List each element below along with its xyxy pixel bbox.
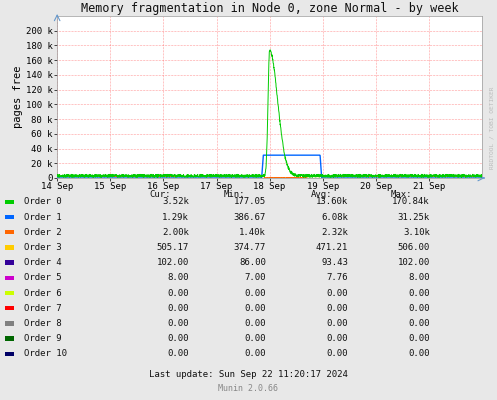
Text: 0.00: 0.00 [327, 304, 348, 313]
Text: 102.00: 102.00 [398, 258, 430, 267]
Text: Last update: Sun Sep 22 11:20:17 2024: Last update: Sun Sep 22 11:20:17 2024 [149, 370, 348, 379]
Text: 2.32k: 2.32k [321, 228, 348, 237]
Text: 0.00: 0.00 [167, 289, 189, 298]
Text: Min:: Min: [224, 190, 245, 199]
Text: 177.05: 177.05 [234, 198, 266, 206]
Title: Memory fragmentation in Node 0, zone Normal - by week: Memory fragmentation in Node 0, zone Nor… [81, 2, 458, 15]
Text: Order 7: Order 7 [24, 304, 62, 313]
Text: 7.00: 7.00 [245, 274, 266, 282]
Text: 0.00: 0.00 [245, 319, 266, 328]
Text: Order 4: Order 4 [24, 258, 62, 267]
Text: 0.00: 0.00 [245, 350, 266, 358]
Text: 31.25k: 31.25k [398, 213, 430, 222]
Text: Order 5: Order 5 [24, 274, 62, 282]
Text: 0.00: 0.00 [167, 319, 189, 328]
Text: 386.67: 386.67 [234, 213, 266, 222]
Text: 0.00: 0.00 [409, 334, 430, 343]
Text: 2.00k: 2.00k [162, 228, 189, 237]
Text: 0.00: 0.00 [409, 289, 430, 298]
Text: 0.00: 0.00 [167, 350, 189, 358]
Text: Order 1: Order 1 [24, 213, 62, 222]
Text: 0.00: 0.00 [327, 289, 348, 298]
Text: Order 10: Order 10 [24, 350, 67, 358]
Y-axis label: pages free: pages free [13, 66, 23, 128]
Text: 506.00: 506.00 [398, 243, 430, 252]
Text: Order 6: Order 6 [24, 289, 62, 298]
Text: 0.00: 0.00 [409, 304, 430, 313]
Text: 7.76: 7.76 [327, 274, 348, 282]
Text: 8.00: 8.00 [409, 274, 430, 282]
Text: 0.00: 0.00 [327, 334, 348, 343]
Text: Order 8: Order 8 [24, 319, 62, 328]
Text: 471.21: 471.21 [316, 243, 348, 252]
Text: 0.00: 0.00 [167, 334, 189, 343]
Text: 0.00: 0.00 [245, 304, 266, 313]
Text: 3.52k: 3.52k [162, 198, 189, 206]
Text: 374.77: 374.77 [234, 243, 266, 252]
Text: 102.00: 102.00 [157, 258, 189, 267]
Text: RRDTOOL / TOBI OETIKER: RRDTOOL / TOBI OETIKER [490, 87, 495, 169]
Text: Order 3: Order 3 [24, 243, 62, 252]
Text: Order 2: Order 2 [24, 228, 62, 237]
Text: 0.00: 0.00 [327, 350, 348, 358]
Text: Order 0: Order 0 [24, 198, 62, 206]
Text: 1.40k: 1.40k [239, 228, 266, 237]
Text: 0.00: 0.00 [409, 319, 430, 328]
Text: 0.00: 0.00 [409, 350, 430, 358]
Text: Avg:: Avg: [311, 190, 332, 199]
Text: 0.00: 0.00 [327, 319, 348, 328]
Text: 0.00: 0.00 [167, 304, 189, 313]
Text: 13.60k: 13.60k [316, 198, 348, 206]
Text: 86.00: 86.00 [239, 258, 266, 267]
Text: Cur:: Cur: [149, 190, 170, 199]
Text: 0.00: 0.00 [245, 289, 266, 298]
Text: Max:: Max: [390, 190, 412, 199]
Text: 3.10k: 3.10k [403, 228, 430, 237]
Text: Munin 2.0.66: Munin 2.0.66 [219, 384, 278, 393]
Text: 6.08k: 6.08k [321, 213, 348, 222]
Text: 170.84k: 170.84k [392, 198, 430, 206]
Text: 8.00: 8.00 [167, 274, 189, 282]
Text: 93.43: 93.43 [321, 258, 348, 267]
Text: Order 9: Order 9 [24, 334, 62, 343]
Text: 0.00: 0.00 [245, 334, 266, 343]
Text: 505.17: 505.17 [157, 243, 189, 252]
Text: 1.29k: 1.29k [162, 213, 189, 222]
